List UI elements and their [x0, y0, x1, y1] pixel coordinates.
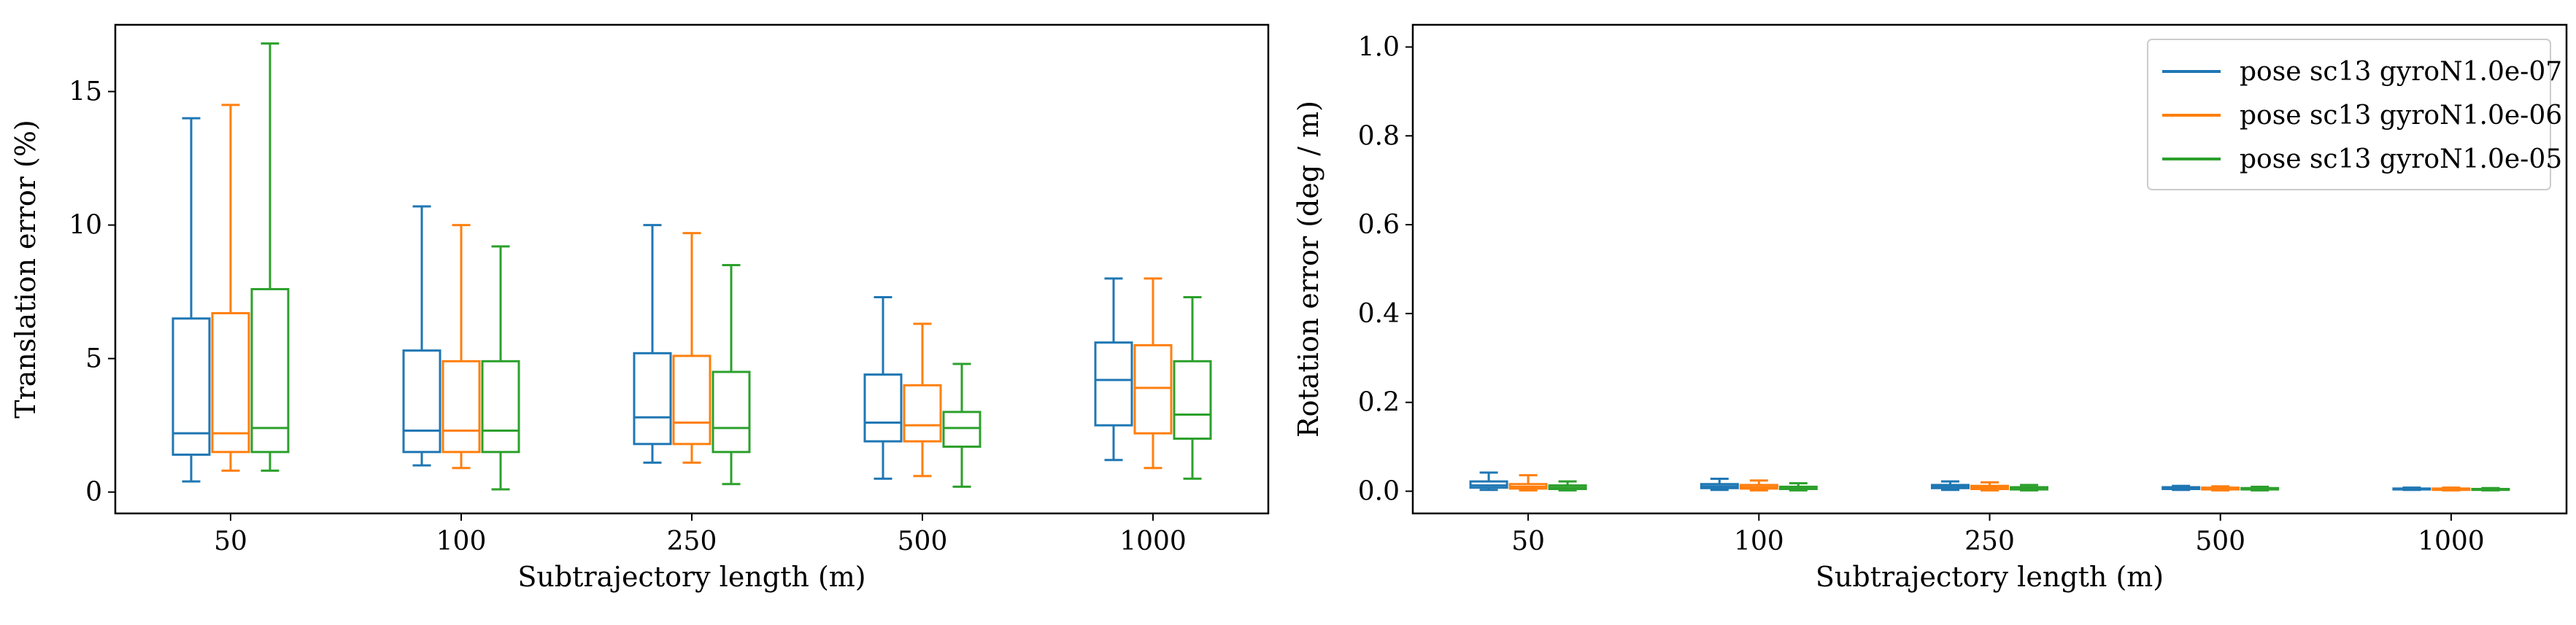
y-tick-label: 15: [69, 77, 102, 107]
box-3-500: [942, 362, 982, 488]
y-axis-label: Translation error (%): [9, 120, 42, 419]
y-axis-label: Rotation error (deg / m): [1292, 101, 1324, 438]
x-axis-label: Subtrajectory length (m): [1816, 561, 2164, 593]
box-2-1000: [1133, 277, 1173, 470]
box-body: [1133, 343, 1173, 435]
x-tick-label: 250: [667, 527, 717, 556]
box-3-100: [1778, 482, 1818, 492]
box-2-500: [903, 322, 942, 478]
box-3-500: [2240, 485, 2280, 492]
x-tick-label: 500: [898, 527, 948, 556]
box-body: [250, 287, 290, 454]
rotation-error-chart: 0.0 0.2 0.4 0.6 0.8 1.0 50 100 250 500 1000 Subtraj…: [1292, 23, 2568, 593]
x-tick-label: 1000: [1119, 527, 1187, 556]
box-1-50: [171, 117, 211, 483]
box-body: [672, 354, 712, 446]
box-3-50: [1548, 480, 1587, 492]
box-body: [633, 352, 672, 446]
legend-label: pose sc13 gyroN1.0e-05: [2240, 144, 2562, 174]
x-tick-label: 100: [436, 527, 487, 556]
box-body: [903, 384, 942, 443]
x-tick-label: 250: [1964, 527, 2015, 556]
box-3-250: [712, 264, 751, 486]
box-body: [171, 317, 211, 456]
box-3-100: [481, 245, 520, 491]
y-tick-label: 0.2: [1358, 388, 1400, 418]
box-2-250: [672, 232, 712, 464]
box-body: [1094, 341, 1133, 427]
box-3-50: [250, 42, 290, 472]
box-2-50: [211, 104, 250, 472]
y-tick-label: 0.6: [1358, 210, 1400, 240]
box-1-100: [1700, 477, 1739, 492]
box-2-100: [441, 224, 481, 470]
box-1-250: [1931, 480, 1970, 492]
translation-error-chart: 0 5 10 15 50 100 250 500 1000 Subtrajectory lengt…: [9, 23, 1270, 593]
x-tick-label: 1000: [2418, 527, 2485, 556]
box-1-100: [402, 205, 441, 467]
x-tick-label: 500: [2195, 527, 2245, 556]
y-tick-label: 5: [85, 344, 102, 374]
y-tick-label: 0.0: [1358, 477, 1400, 507]
legend-label: pose sc13 gyroN1.0e-06: [2240, 101, 2562, 131]
x-tick-label: 50: [1511, 527, 1545, 556]
x-axis-label: Subtrajectory length (m): [517, 561, 865, 593]
box-1-250: [633, 224, 672, 464]
legend-box: [2147, 39, 2551, 190]
box-3-1000: [1173, 295, 1212, 480]
y-tick-label: 0.8: [1358, 121, 1400, 151]
box-1-500: [863, 295, 903, 480]
box-2-500: [2201, 485, 2240, 492]
box-body: [712, 370, 751, 454]
y-tick-label: 0.4: [1358, 299, 1400, 329]
box-1-500: [2162, 484, 2201, 492]
legend-label: pose sc13 gyroN1.0e-07: [2240, 57, 2562, 87]
box-1-50: [1469, 471, 1508, 492]
box-1-1000: [1094, 277, 1133, 462]
box-2-50: [1508, 474, 1548, 492]
box-body: [402, 349, 441, 454]
y-tick-label: 0: [85, 478, 102, 508]
box-body: [481, 360, 520, 454]
box-body: [863, 373, 903, 443]
box-2-250: [1970, 481, 2009, 492]
box-2-100: [1739, 479, 1778, 492]
box-body: [441, 360, 481, 454]
box-body: [1173, 360, 1212, 440]
y-tick-label: 10: [69, 211, 102, 241]
box-body: [942, 411, 982, 448]
legend: pose sc13 gyroN1.0e-07 pose sc13 gyroN1.0…: [2147, 39, 2562, 190]
box-body: [211, 311, 250, 454]
x-tick-label: 50: [214, 527, 247, 556]
x-tick-label: 100: [1734, 527, 1784, 556]
box-3-250: [2010, 484, 2048, 492]
box-3-1000: [2471, 486, 2510, 492]
y-tick-label: 1.0: [1358, 32, 1400, 62]
box-1-1000: [2392, 486, 2432, 492]
box-2-1000: [2432, 486, 2471, 492]
